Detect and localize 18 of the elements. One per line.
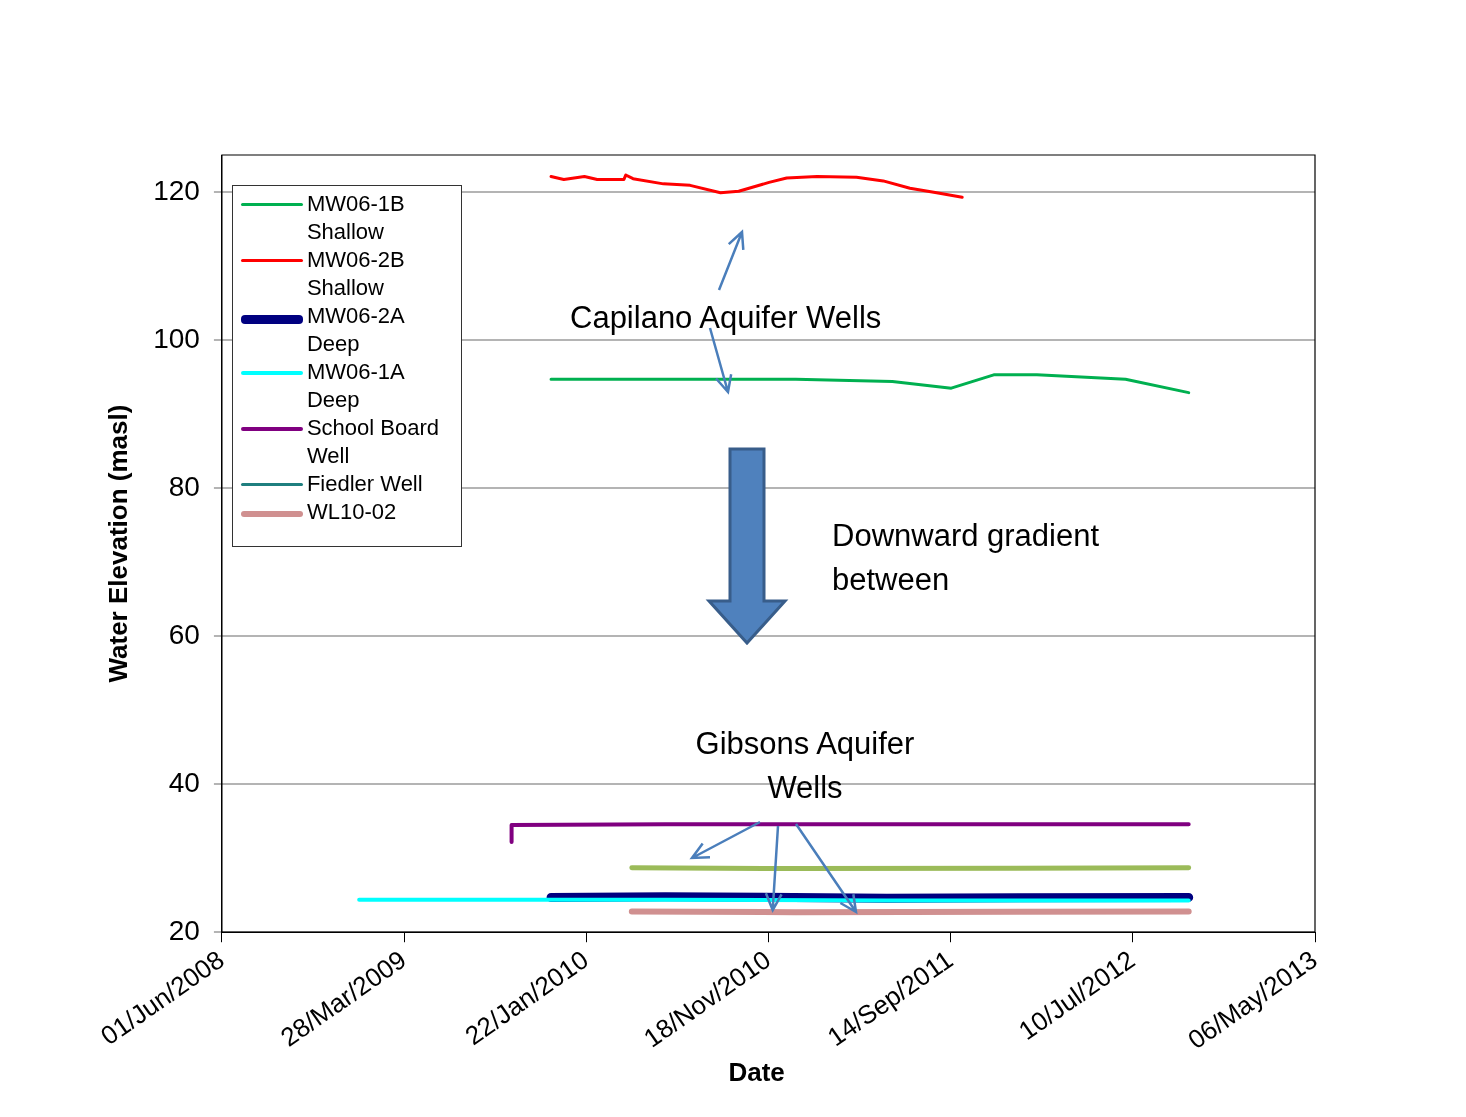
legend-label: MW06-1B Shallow: [306, 190, 406, 246]
y-tick-label: 20: [168, 914, 200, 946]
legend-label: MW06-2B Shallow: [306, 246, 406, 302]
legend-label: Fiedler Well: [306, 470, 423, 498]
annotation: Downward gradient between: [832, 517, 1101, 599]
legend-label: MW06-1A Deep: [306, 358, 406, 414]
y-axis-title: Water Elevation (masl): [102, 404, 133, 683]
annotation: Gibsons Aquifer Wells: [694, 725, 916, 807]
x-axis-title: Date: [728, 1057, 785, 1087]
legend-label: School Board Well: [306, 414, 440, 470]
annotation: Capilano Aquifer Wells: [570, 299, 883, 337]
y-tick-label: 120: [153, 174, 200, 206]
y-tick-label: 40: [168, 766, 200, 798]
y-tick-label: 80: [168, 470, 200, 502]
legend-label: MW06-2A Deep: [306, 302, 406, 358]
legend-label: WL10-02: [306, 498, 397, 526]
y-tick-label: 100: [153, 322, 200, 354]
y-tick-label: 60: [168, 618, 200, 650]
